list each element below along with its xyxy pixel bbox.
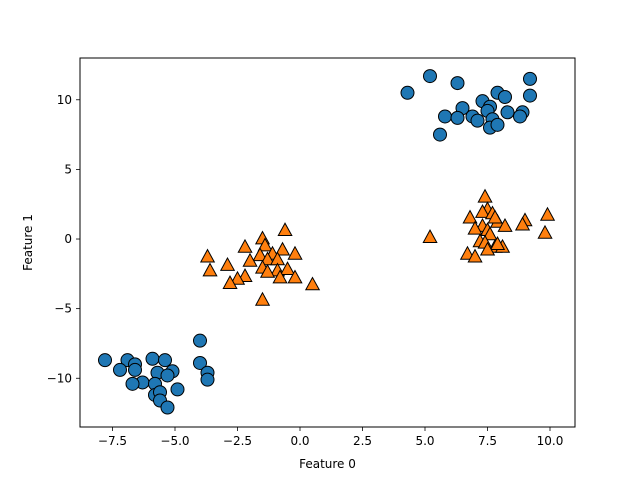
y-tick-label: 5 <box>64 162 72 176</box>
class-0-point <box>160 368 175 383</box>
class-1-point <box>489 236 506 250</box>
class-1-point <box>279 261 296 275</box>
class-1-point <box>287 245 303 260</box>
class-0-point <box>500 105 515 120</box>
class-1-point <box>274 241 291 256</box>
x-tick-label: 7.5 <box>478 434 497 448</box>
class-0-point <box>128 362 142 377</box>
class-1-point <box>539 206 556 221</box>
class-0-point <box>523 71 537 86</box>
class-0-point <box>160 400 175 415</box>
class-1-point <box>254 291 271 306</box>
class-1-point <box>199 248 216 263</box>
class-0-point <box>200 372 215 387</box>
data-points <box>98 69 556 415</box>
class-1-point <box>467 220 483 235</box>
x-tick-label: 0.0 <box>290 434 309 448</box>
class-1-point <box>237 238 253 253</box>
class-0-point <box>433 127 447 142</box>
class-1-point <box>477 188 493 203</box>
class-1-point <box>487 209 503 224</box>
class-1-point <box>259 263 276 278</box>
class-0-point <box>158 353 172 368</box>
class-0-point <box>423 69 437 84</box>
class-0-point <box>470 113 485 128</box>
class-0-point <box>523 88 537 103</box>
class-0-point <box>170 382 185 397</box>
class-0-point <box>145 351 160 366</box>
class-1-point <box>497 217 513 232</box>
class-0-point <box>193 355 207 370</box>
class-0-point <box>400 85 415 100</box>
class-1-point <box>287 269 303 284</box>
class-1-point <box>459 245 476 260</box>
class-1-point <box>272 269 288 284</box>
class-1-point <box>474 204 491 218</box>
class-1-point <box>422 229 438 243</box>
class-1-point <box>202 262 218 277</box>
y-tick-label: −10 <box>47 371 72 385</box>
class-0-point <box>113 362 127 377</box>
class-1-point <box>479 241 496 256</box>
x-tick-label: 5.0 <box>415 434 434 448</box>
x-tick-label: 10.0 <box>537 434 564 448</box>
x-tick-label: −7.5 <box>98 434 127 448</box>
class-1-point <box>467 248 483 263</box>
class-0-point <box>490 117 505 132</box>
plot-axes: −7.5 −5.0 −2.5 0.0 2.5 5.0 7.5 10.0 −10 −5 0 5 10 <box>47 93 564 448</box>
x-tick-label: −5.0 <box>160 434 189 448</box>
class-0-point <box>193 333 207 348</box>
class-1-point <box>257 237 273 252</box>
y-tick-label: −5 <box>54 302 72 316</box>
x-tick-label: 2.5 <box>353 434 372 448</box>
x-tick-label: −2.5 <box>223 434 252 448</box>
class-0-point <box>450 110 465 125</box>
class-1-point <box>222 275 238 289</box>
y-tick-label: 10 <box>57 93 72 107</box>
class-1-point <box>219 256 236 271</box>
x-axis-label: Feature 0 <box>299 457 356 471</box>
class-0-point <box>513 109 527 124</box>
class-0-point <box>438 109 452 124</box>
class-1-point <box>229 270 246 285</box>
class-1-point <box>252 247 268 262</box>
class-0-point <box>125 376 140 391</box>
class-1-point <box>462 209 478 224</box>
y-axis-label: Feature 1 <box>21 214 35 271</box>
class-1-point <box>277 222 293 236</box>
class-1-point <box>242 252 258 267</box>
class-1-point <box>482 226 498 241</box>
plot-frame <box>79 57 576 428</box>
class-1-point <box>237 268 253 282</box>
class-1-point <box>304 276 321 291</box>
class-1-point <box>514 216 531 231</box>
y-tick-label: 0 <box>64 232 72 246</box>
class-0-point <box>450 76 465 91</box>
class-1-point <box>537 224 553 239</box>
class-0-point <box>98 353 112 368</box>
class-0-point <box>498 89 512 104</box>
